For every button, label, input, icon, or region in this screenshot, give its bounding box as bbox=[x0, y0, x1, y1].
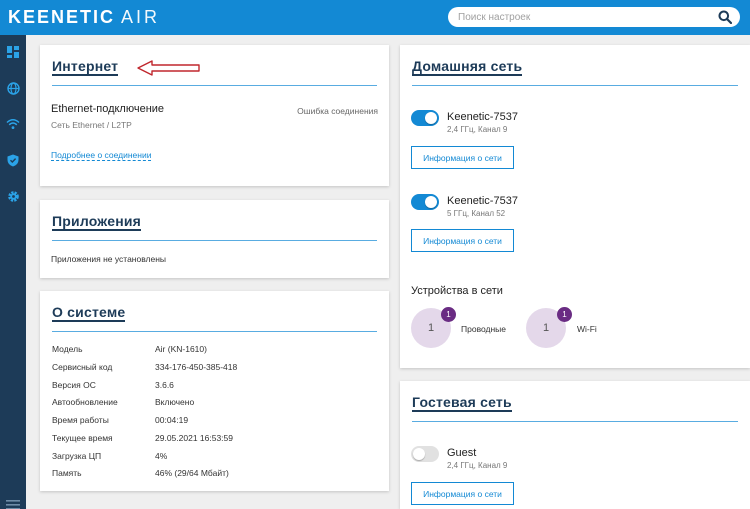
guest-info-button[interactable]: Информация о сети bbox=[411, 482, 514, 505]
home-network-title[interactable]: Домашняя сеть bbox=[412, 58, 523, 76]
system-row-value: Включено bbox=[155, 397, 195, 407]
wifi-24-band: 2,4 ГГц, Канал 9 bbox=[447, 125, 508, 134]
guest-network-card: Гостевая сеть Guest 2,4 ГГц, Канал 9 Инф… bbox=[400, 381, 750, 509]
system-card: О системе Модель Air (KN-1610) Сервисный … bbox=[40, 291, 389, 491]
system-row-label: Сервисный код bbox=[52, 362, 113, 372]
wifi-5-name: Keenetic-7537 bbox=[447, 195, 518, 207]
system-row-label: Модель bbox=[52, 344, 83, 354]
devices-title: Устройства в сети bbox=[411, 285, 503, 297]
home-network-divider bbox=[412, 85, 738, 86]
system-title[interactable]: О системе bbox=[52, 304, 126, 322]
system-divider bbox=[52, 331, 377, 332]
connection-name: Ethernet-подключение bbox=[51, 103, 165, 115]
dashboard-icon bbox=[7, 46, 19, 58]
wifi-24-name: Keenetic-7537 bbox=[447, 111, 518, 123]
apps-title[interactable]: Приложения bbox=[52, 213, 142, 231]
system-row: Модель Air (KN-1610) bbox=[52, 344, 377, 356]
system-row: Загрузка ЦП 4% bbox=[52, 451, 377, 463]
sidebar-item-settings[interactable] bbox=[4, 187, 22, 205]
annotation-arrow-icon bbox=[137, 60, 200, 76]
system-row-label: Автообновление bbox=[52, 397, 118, 407]
system-row-label: Загрузка ЦП bbox=[52, 451, 102, 461]
wifi-5-info-button[interactable]: Информация о сети bbox=[411, 229, 514, 252]
internet-divider bbox=[52, 85, 377, 86]
guest-band: 2,4 ГГц, Канал 9 bbox=[447, 461, 508, 470]
search-icon[interactable] bbox=[718, 10, 732, 24]
guest-name: Guest bbox=[447, 447, 477, 459]
system-row-value: 00:04:19 bbox=[155, 415, 189, 425]
system-row-value: 4% bbox=[155, 451, 168, 461]
apps-card: Приложения Приложения не установлены bbox=[40, 200, 389, 278]
wifi-24-info-button[interactable]: Информация о сети bbox=[411, 146, 514, 169]
shield-icon bbox=[7, 154, 19, 166]
system-row-value: 3.6.6 bbox=[155, 380, 174, 390]
system-row-label: Текущее время bbox=[52, 433, 113, 443]
system-row: Автообновление Включено bbox=[52, 397, 377, 409]
system-row-value: Air (KN-1610) bbox=[155, 344, 207, 354]
sidebar-item-internet[interactable] bbox=[4, 79, 22, 97]
system-row-value: 334-176-450-385-418 bbox=[155, 362, 238, 372]
system-row-label: Память bbox=[52, 468, 82, 478]
gear-icon bbox=[7, 190, 19, 202]
logo[interactable]: KEENETIC AIR bbox=[8, 7, 160, 28]
guest-network-title[interactable]: Гостевая сеть bbox=[412, 394, 512, 412]
system-row-value: 46% (29/64 Мбайт) bbox=[155, 468, 229, 478]
connection-details-link[interactable]: Подробнее о соединении bbox=[51, 150, 152, 161]
internet-title[interactable]: Интернет bbox=[52, 58, 119, 76]
top-bar: KEENETIC AIR bbox=[0, 0, 750, 35]
system-row: Время работы 00:04:19 bbox=[52, 415, 377, 427]
sidebar-item-security[interactable] bbox=[4, 151, 22, 169]
home-network-card: Домашняя сеть Keenetic-7537 2,4 ГГц, Кан… bbox=[400, 45, 750, 368]
search-input[interactable] bbox=[458, 9, 708, 25]
system-row: Текущее время 29.05.2021 16:53:59 bbox=[52, 433, 377, 445]
wifi-devices-label: Wi-Fi bbox=[577, 324, 597, 334]
internet-card: Интернет Ethernet-подключение Сеть Ether… bbox=[40, 45, 389, 186]
sidebar-item-dashboard[interactable] bbox=[4, 43, 22, 61]
system-row-value: 29.05.2021 16:53:59 bbox=[155, 433, 233, 443]
system-row: Сервисный код 334-176-450-385-418 bbox=[52, 362, 377, 374]
sidebar bbox=[0, 35, 26, 509]
system-row-label: Время работы bbox=[52, 415, 109, 425]
wifi-5-toggle[interactable] bbox=[411, 194, 439, 210]
search-box[interactable] bbox=[448, 7, 740, 27]
wifi-24-toggle[interactable] bbox=[411, 110, 439, 126]
wifi-icon bbox=[6, 119, 20, 129]
connection-status: Ошибка соединения bbox=[297, 106, 378, 116]
logo-text: KEENETIC bbox=[8, 7, 116, 27]
system-row: Память 46% (29/64 Мбайт) bbox=[52, 468, 377, 480]
guest-toggle[interactable] bbox=[411, 446, 439, 462]
system-row-label: Версия ОС bbox=[52, 380, 96, 390]
wifi-5-band: 5 ГГц, Канал 52 bbox=[447, 209, 506, 218]
toggle-knob bbox=[413, 448, 425, 460]
wired-devices-count: 1 bbox=[427, 322, 435, 334]
toggle-knob bbox=[425, 196, 437, 208]
sidebar-item-wifi[interactable] bbox=[4, 115, 22, 133]
globe-icon bbox=[6, 81, 20, 95]
apps-empty-text: Приложения не установлены bbox=[51, 254, 167, 264]
toggle-knob bbox=[425, 112, 437, 124]
logo-suffix: AIR bbox=[121, 7, 161, 27]
wifi-devices-count: 1 bbox=[542, 322, 550, 334]
wifi-devices-badge: 1 bbox=[557, 307, 572, 322]
system-row: Версия ОС 3.6.6 bbox=[52, 380, 377, 392]
wired-devices-label: Проводные bbox=[461, 324, 507, 334]
hamburger-icon[interactable] bbox=[6, 500, 20, 509]
wired-devices-badge: 1 bbox=[441, 307, 456, 322]
guest-network-divider bbox=[412, 421, 738, 422]
connection-type: Сеть Ethernet / L2TP bbox=[51, 120, 132, 130]
apps-divider bbox=[52, 240, 377, 241]
